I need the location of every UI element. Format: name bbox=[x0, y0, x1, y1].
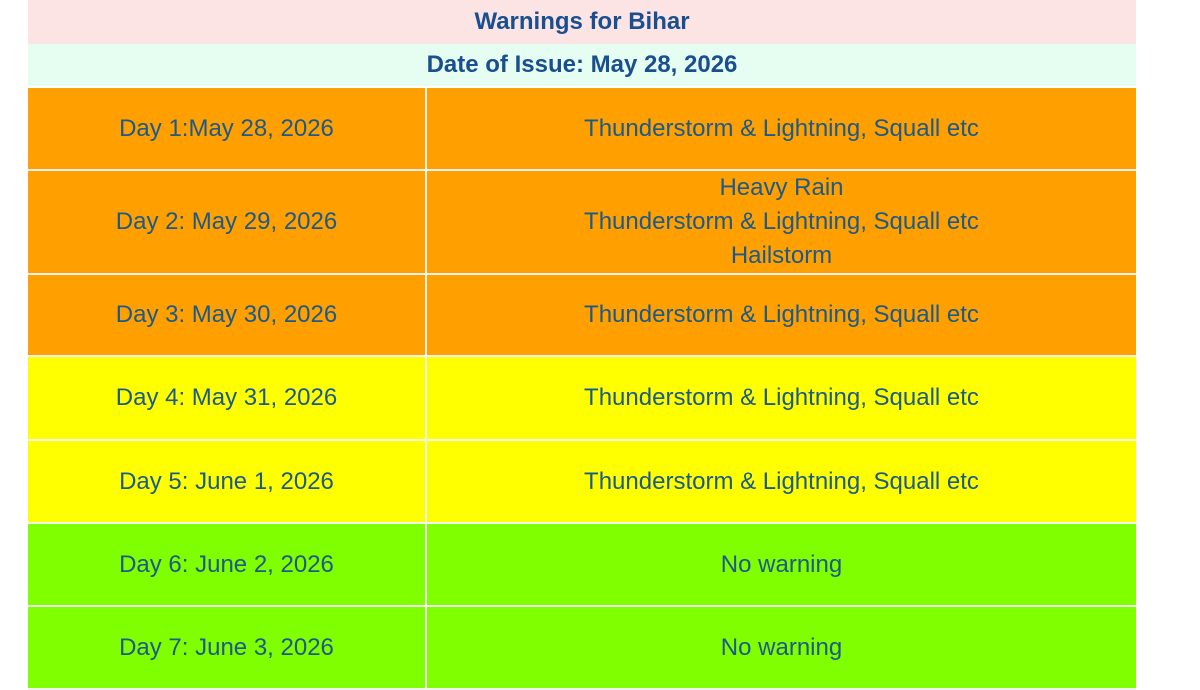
warning-text: Thunderstorm & Lightning, Squall etc bbox=[584, 301, 979, 328]
table-row: Day 2: May 29, 2026 Heavy Rain Thunderstor… bbox=[28, 171, 1136, 275]
warning-text: No warning bbox=[720, 633, 843, 661]
warning-text: Thunderstorm & Lightning, Squall etc bbox=[584, 467, 979, 495]
warning-text: Thunderstorm & Lightning, Squall etc bbox=[584, 208, 979, 235]
table-row: Day 7: June 3, 2026 No warning bbox=[28, 607, 1136, 690]
warning-cell: Thunderstorm & Lightning, Squall etc bbox=[427, 441, 1136, 522]
day-cell: Day 2: May 29, 2026 bbox=[28, 171, 427, 273]
warning-cell: No warning bbox=[427, 607, 1136, 688]
table-row: Day 3: May 30, 2026 Thunderstorm & Lightn… bbox=[28, 275, 1136, 357]
table-row: Day 4: May 31, 2026 Thunderstorm & Lightn… bbox=[28, 357, 1136, 441]
warning-cell: Thunderstorm & Lightning, Squall etc bbox=[427, 275, 1136, 355]
warning-cell: Thunderstorm & Lightning, Squall etc bbox=[427, 357, 1136, 439]
warning-text: Thunderstorm & Lightning, Squall etc bbox=[584, 114, 979, 142]
table-row: Day 5: June 1, 2026 Thunderstorm & Lightn… bbox=[28, 441, 1136, 524]
page: Warnings for Bihar Date of Issue: May 28… bbox=[28, 0, 1136, 690]
day-cell: Day 3: May 30, 2026 bbox=[28, 275, 427, 355]
warning-cell: No warning bbox=[427, 524, 1136, 605]
table-row: Day 6: June 2, 2026 No warning bbox=[28, 524, 1136, 607]
day-cell: Day 4: May 31, 2026 bbox=[28, 357, 427, 439]
day-cell: Day 1:May 28, 2026 bbox=[28, 88, 427, 169]
warning-text: No warning bbox=[720, 550, 843, 578]
day-cell: Day 5: June 1, 2026 bbox=[28, 441, 427, 522]
warning-text: Heavy Rain bbox=[719, 174, 844, 201]
table-title: Warnings for Bihar bbox=[28, 0, 1136, 44]
warning-cell: Thunderstorm & Lightning, Squall etc bbox=[427, 88, 1136, 169]
warning-text: Hailstorm bbox=[730, 242, 833, 269]
table-row: Day 1:May 28, 2026 Thunderstorm & Lightni… bbox=[28, 88, 1136, 171]
warning-text: Thunderstorm & Lightning, Squall etc bbox=[584, 384, 979, 411]
warning-cell: Heavy Rain Thunderstorm & Lightning, Squa… bbox=[427, 171, 1136, 273]
day-cell: Day 7: June 3, 2026 bbox=[28, 607, 427, 688]
issue-date: Date of Issue: May 28, 2026 bbox=[28, 44, 1136, 88]
day-cell: Day 6: June 2, 2026 bbox=[28, 524, 427, 605]
